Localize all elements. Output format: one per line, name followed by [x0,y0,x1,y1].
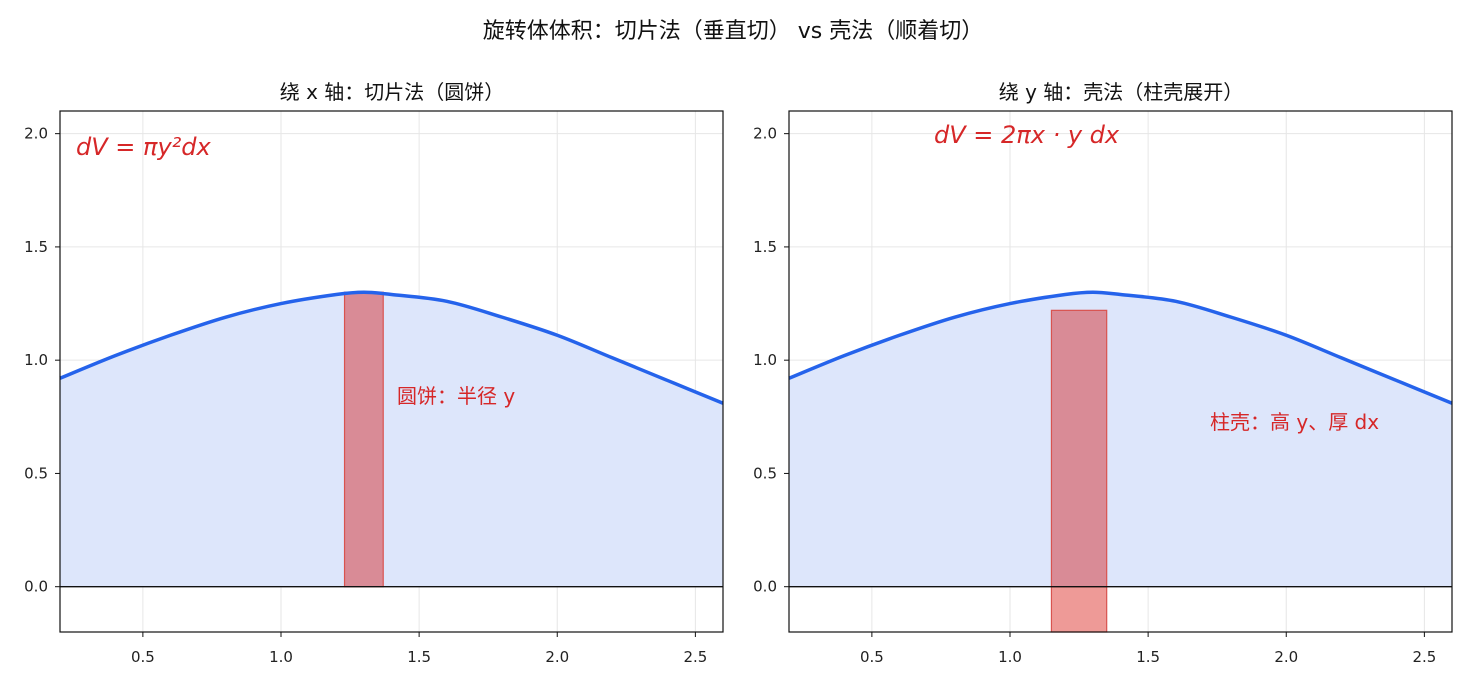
y-tick-label: 0.0 [753,578,777,596]
x-axis: 0.5 1.0 1.5 2.0 2.5 [131,632,707,666]
area-under-curve [789,292,1452,587]
x-tick-label: 1.0 [998,648,1022,666]
x-tick-label: 1.0 [269,648,293,666]
chart-title: 绕 x 轴：切片法（圆饼） [280,80,505,104]
formula-label: dV = 2πx · y dx [934,121,1120,149]
x-tick-label: 1.5 [1136,648,1160,666]
figure-title: 旋转体体积：切片法（垂直切） vs 壳法（顺着切） [483,19,983,44]
y-tick-label: 0.0 [24,578,48,596]
slice-rectangle [343,291,384,588]
y-tick-label: 1.0 [753,351,777,369]
y-tick-label: 2.0 [24,125,48,143]
chart-title: 绕 y 轴：壳法（柱壳展开） [999,80,1244,104]
shell-rectangle [1050,309,1108,588]
y-tick-label: 1.0 [24,351,48,369]
plot-frame [59,110,724,633]
x-tick-label: 2.0 [545,648,569,666]
shell-below-axis [1050,586,1108,633]
area-under-curve [60,292,723,587]
plot-frame [788,110,1453,633]
chart-panel-slicing: 绕 x 轴：切片法（圆饼） 0.5 1.0 1.5 2.0 2.5 0.0 0.5 1.0 1… [24,80,724,666]
y-tick-label: 1.5 [24,238,48,256]
x-tick-label: 2.0 [1274,648,1298,666]
x-tick-label: 0.5 [860,648,884,666]
x-tick-label: 2.5 [1412,648,1436,666]
chart-panel-shell: 绕 y 轴：壳法（柱壳展开） 0.5 1.0 1.5 2.0 2.5 0.0 0.5 1.0… [753,80,1453,666]
curve-line [788,290,1453,405]
y-axis: 0.0 0.5 1.0 1.5 2.0 [753,125,789,596]
x-tick-label: 2.5 [683,648,707,666]
curve-line [59,290,724,405]
y-axis: 0.0 0.5 1.0 1.5 2.0 [24,125,60,596]
x-axis: 0.5 1.0 1.5 2.0 2.5 [860,632,1436,666]
y-tick-label: 1.5 [753,238,777,256]
annotation-label: 柱壳：高 y、厚 dx [1210,410,1379,434]
y-tick-label: 2.0 [753,125,777,143]
annotation-label: 圆饼：半径 y [397,384,515,408]
x-tick-label: 1.5 [407,648,431,666]
y-tick-label: 0.5 [24,464,48,482]
formula-label: dV = πy²dx [76,133,212,161]
x-tick-label: 0.5 [131,648,155,666]
y-tick-label: 0.5 [753,464,777,482]
